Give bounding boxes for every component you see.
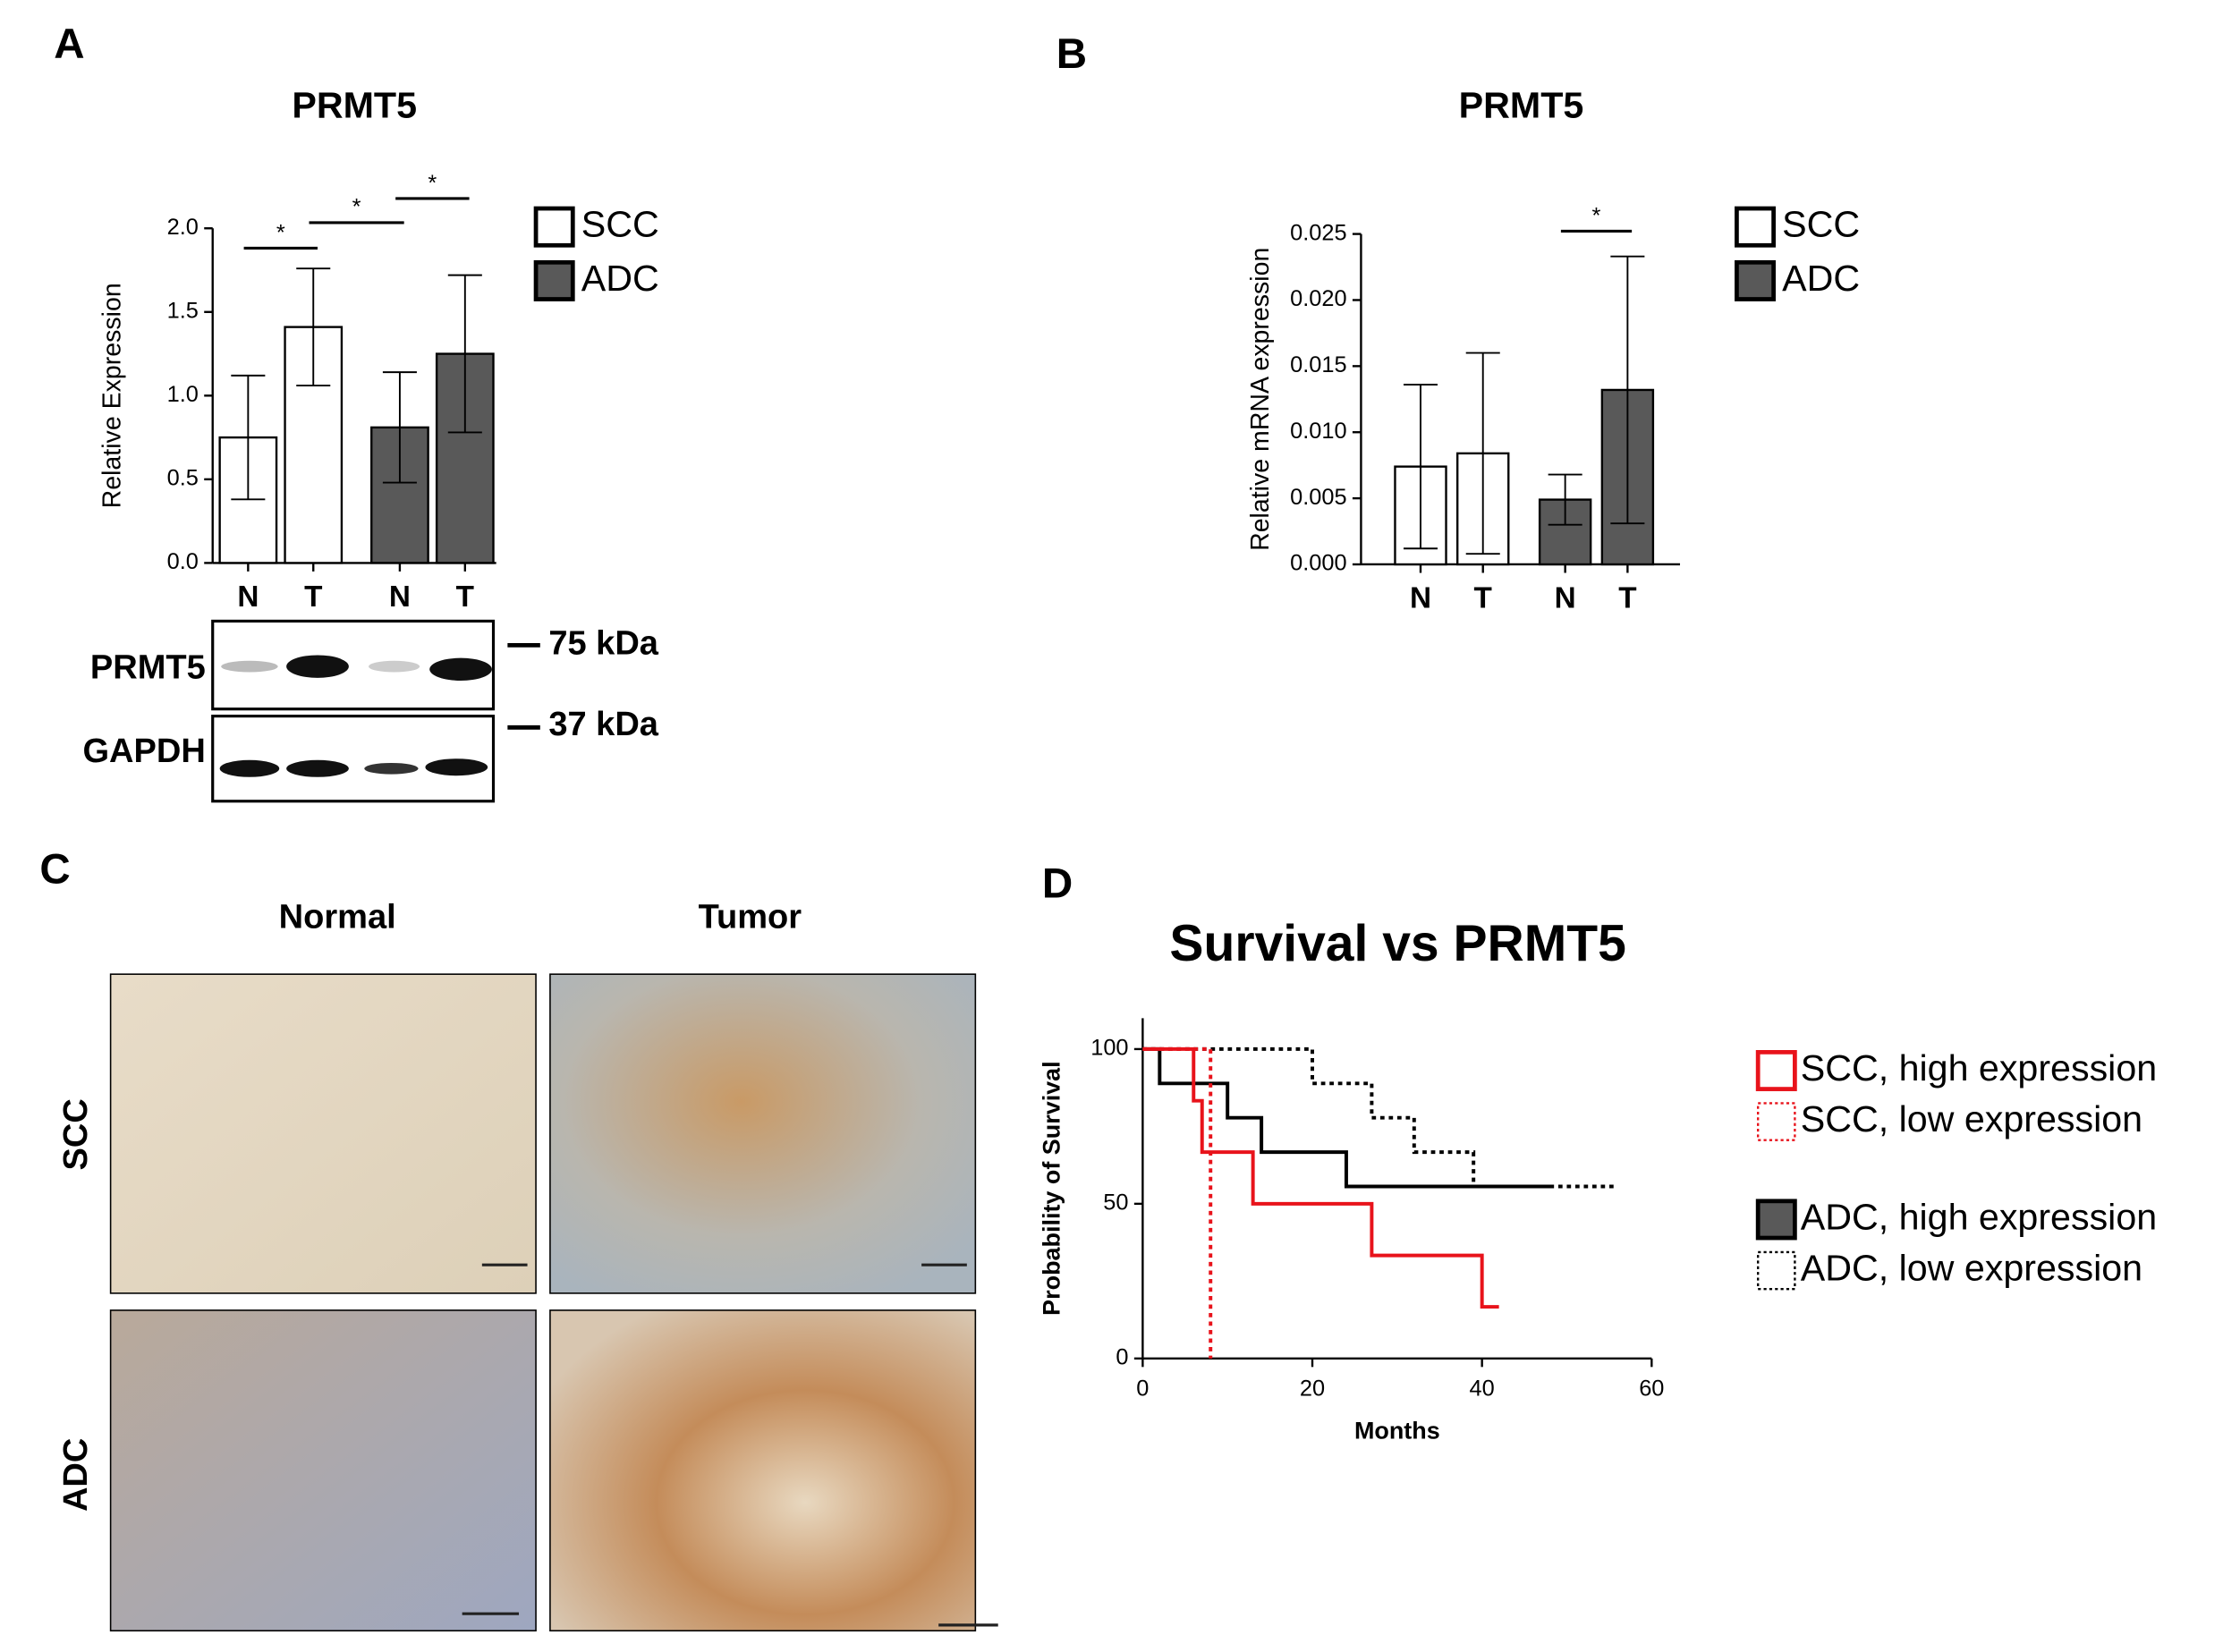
y-tick-label: 2.0 [167, 215, 199, 240]
y-tick-label: 1.5 [167, 298, 199, 323]
y-tick-label: 0.005 [1290, 485, 1346, 510]
band [286, 655, 349, 678]
legend-swatch [1756, 1102, 1796, 1141]
y-tick-label: 50 [1103, 1190, 1128, 1216]
legend-label: ADC, low expression [1801, 1247, 2142, 1288]
x-tick-label: N [1410, 581, 1431, 614]
legend-swatch [1755, 1199, 1797, 1241]
blot-label: GAPDH [82, 733, 205, 770]
blot-label: PRMT5 [90, 648, 206, 686]
x-tick-label: 40 [1470, 1376, 1495, 1401]
x-tick-label: 20 [1300, 1376, 1325, 1401]
legend-swatch [1735, 259, 1776, 301]
survival-curve [1142, 1046, 1618, 1189]
x-tick-label: N [1555, 581, 1576, 614]
x-tick-label: T [1474, 581, 1492, 614]
y-tick-label: 0.000 [1290, 551, 1346, 576]
y-axis-label: Probability of Survival [1039, 1061, 1065, 1315]
band [429, 657, 492, 681]
ihc-column: Normal [279, 898, 396, 936]
x-tick-label: T [304, 580, 322, 614]
y-tick-label: 0.5 [167, 466, 199, 491]
y-axis-label: Relative mRNA expression [1246, 248, 1275, 551]
ihc-row: SCC [57, 1098, 95, 1170]
y-axis-label: Relative Expression [98, 283, 126, 508]
panel-label: B [1056, 30, 1087, 78]
legend-swatch [533, 206, 575, 248]
band [286, 759, 349, 777]
significance-label: * [1592, 203, 1601, 228]
ihc-image [109, 1309, 537, 1632]
band [369, 660, 420, 673]
legend-swatch [1756, 1250, 1796, 1291]
ihc-row: ADC [57, 1438, 95, 1512]
panel-label: D [1042, 860, 1073, 907]
x-tick-label: T [1618, 581, 1636, 614]
survival-curve [1142, 1046, 1550, 1189]
legend-swatch [533, 259, 575, 301]
legend-swatch [1755, 1049, 1797, 1091]
y-tick-label: 0.025 [1290, 220, 1346, 245]
marker-label: 37 kDa [548, 706, 658, 743]
ihc-image [109, 973, 537, 1294]
ihc-column: Tumor [699, 898, 802, 936]
survival-curve [1142, 1046, 1213, 1359]
legend-label: ADC, high expression [1801, 1196, 2157, 1237]
band [219, 759, 280, 777]
band [221, 660, 278, 673]
blot-frame [211, 715, 496, 803]
y-tick-label: 0.010 [1290, 419, 1346, 444]
chart-title: PRMT5 [292, 84, 417, 125]
band [425, 758, 488, 776]
x-tick-label: N [237, 580, 259, 614]
x-tick-label: T [456, 580, 474, 614]
y-tick-label: 0 [1116, 1345, 1128, 1370]
significance-label: * [428, 171, 437, 196]
significance-label: * [276, 220, 285, 245]
legend-swatch [1735, 206, 1776, 248]
y-tick-label: 100 [1090, 1036, 1128, 1061]
y-tick-label: 0.0 [167, 549, 199, 574]
x-tick-label: N [389, 580, 411, 614]
significance-label: * [352, 195, 361, 220]
y-tick-label: 0.020 [1290, 286, 1346, 311]
marker-label: 75 kDa [548, 624, 658, 662]
y-tick-label: 1.0 [167, 382, 199, 407]
panel-label: C [39, 846, 70, 894]
legend-label: SCC, high expression [1801, 1047, 2157, 1089]
legend-label: SCC [1782, 204, 1860, 245]
band [364, 762, 419, 775]
ihc-image [549, 1309, 977, 1632]
legend-label: ADC [581, 258, 659, 299]
x-axis-label: Months [1354, 1417, 1440, 1444]
legend-label: ADC [1782, 258, 1860, 299]
panel-label: A [54, 21, 84, 68]
x-tick-label: 0 [1136, 1376, 1149, 1401]
survival-curve [1142, 1046, 1499, 1309]
legend-label: SCC, low expression [1801, 1098, 2142, 1139]
ihc-image [549, 973, 977, 1294]
chart-title: PRMT5 [1459, 84, 1584, 125]
y-tick-label: 0.015 [1290, 352, 1346, 377]
legend-label: SCC [581, 204, 659, 245]
x-tick-label: 60 [1639, 1376, 1664, 1401]
chart-title: Survival vs PRMT5 [1169, 915, 1625, 972]
